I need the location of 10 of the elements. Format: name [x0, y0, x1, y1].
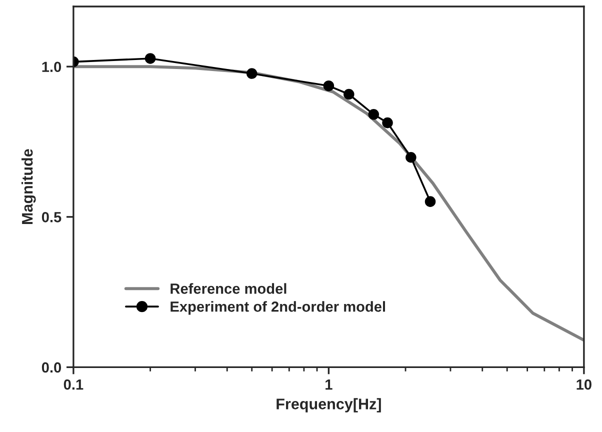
y-tick-label: 0.5: [42, 212, 62, 222]
x-axis-title: Frequency[Hz]: [276, 398, 381, 412]
y-axis-title: Magnitude: [22, 149, 36, 224]
legend-label: Reference model: [170, 283, 286, 294]
legend-label: Experiment of 2nd-order model: [170, 301, 386, 315]
x-tick-label: 1: [326, 380, 332, 390]
x-tick-label: 10: [576, 379, 592, 390]
y-tick-label: 1.0: [42, 62, 62, 72]
x-tick-label: 0.1: [64, 379, 84, 390]
y-tick-label: 0.0: [42, 362, 62, 373]
